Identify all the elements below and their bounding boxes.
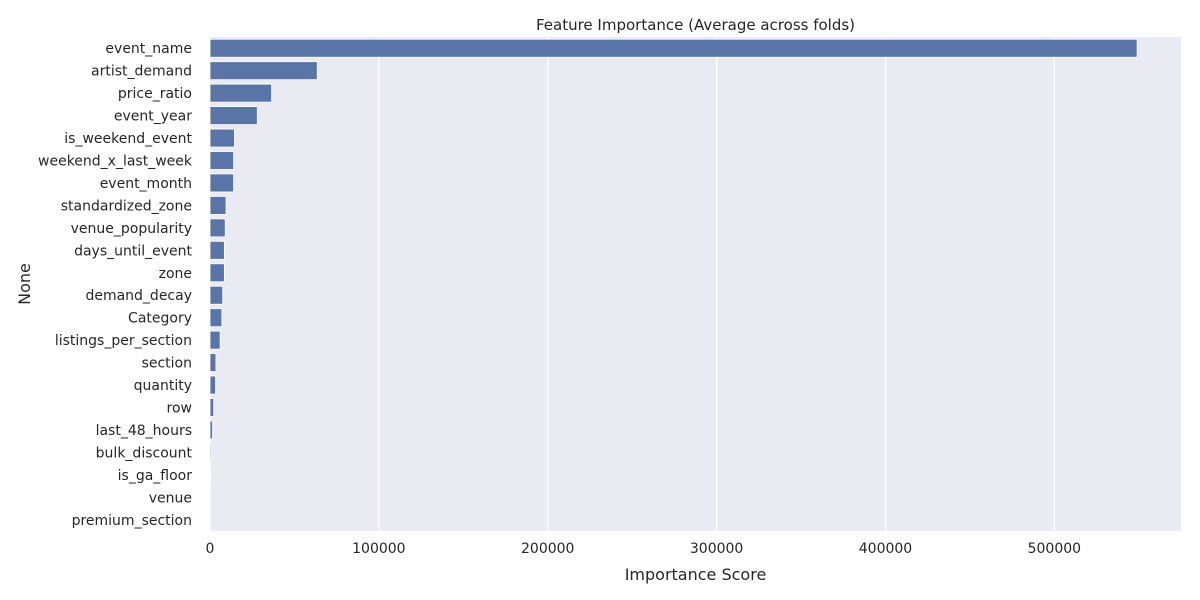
y-axis-title: None	[15, 263, 34, 305]
y-tick-label: standardized_zone	[61, 198, 192, 214]
y-tick-label: last_48_hours	[96, 423, 192, 439]
bar-quantity	[209, 375, 216, 395]
bar-event-name	[209, 38, 1138, 58]
bar-venue-popularity	[209, 218, 226, 238]
y-tick-label: venue_popularity	[71, 221, 192, 237]
y-tick-label: row	[167, 401, 192, 417]
x-tick-label: 300000	[690, 541, 743, 557]
bar-demand-decay	[209, 285, 224, 305]
bar-days-until-event	[209, 240, 225, 260]
y-tick-label: zone	[159, 266, 192, 282]
y-tick-label: weekend_x_last_week	[38, 154, 193, 170]
y-tick-label: event_year	[114, 109, 192, 125]
y-tick-label: bulk_discount	[96, 445, 193, 461]
x-tick-label: 400000	[859, 541, 912, 557]
y-tick-label: listings_per_section	[55, 333, 192, 349]
y-tick-labels: event_name artist_demand price_ratio event_…	[38, 41, 193, 529]
y-tick-label: is_ga_floor	[118, 468, 193, 484]
x-tick-label: 100000	[352, 541, 405, 557]
x-tick-label: 500000	[1028, 541, 1081, 557]
bar-standardized-zone	[209, 196, 227, 215]
y-tick-label: event_month	[100, 176, 192, 192]
bar-artist-demand	[209, 61, 318, 81]
bar-price-ratio	[209, 83, 273, 103]
y-tick-label: price_ratio	[118, 86, 192, 102]
plot-background	[210, 37, 1181, 531]
y-tick-label: days_until_event	[74, 243, 192, 259]
y-tick-label: venue	[149, 490, 192, 506]
bar-weekend-x-last-week	[209, 151, 235, 170]
chart-title: Feature Importance (Average across folds…	[536, 16, 855, 34]
bar-section	[209, 353, 217, 372]
bar-is-weekend-event	[209, 128, 235, 148]
x-tick-label: 200000	[521, 541, 574, 557]
bar-row	[209, 398, 215, 417]
y-tick-label: section	[142, 356, 192, 372]
y-tick-label: event_name	[105, 41, 192, 57]
y-tick-label: demand_decay	[85, 288, 192, 304]
bars	[209, 38, 1138, 530]
bar-listings-per-section	[209, 330, 221, 350]
bar-zone	[209, 263, 225, 283]
y-tick-label: artist_demand	[91, 64, 192, 80]
bar-bulk-discount	[209, 443, 212, 462]
bar-category	[209, 308, 223, 328]
bar-is-ga-floor	[209, 465, 211, 485]
x-axis-title: Importance Score	[625, 565, 767, 584]
y-tick-label: quantity	[134, 378, 192, 394]
y-tick-label: Category	[128, 311, 192, 327]
y-tick-label: premium_section	[72, 513, 192, 529]
y-tick-label: is_weekend_event	[64, 131, 192, 147]
x-tick-labels: 0 100000 200000 300000 400000 500000	[206, 541, 1082, 557]
bar-event-year	[209, 106, 258, 125]
bar-last-48-hours	[209, 420, 213, 440]
bar-event-month	[209, 173, 235, 193]
x-tick-label: 0	[206, 541, 215, 557]
